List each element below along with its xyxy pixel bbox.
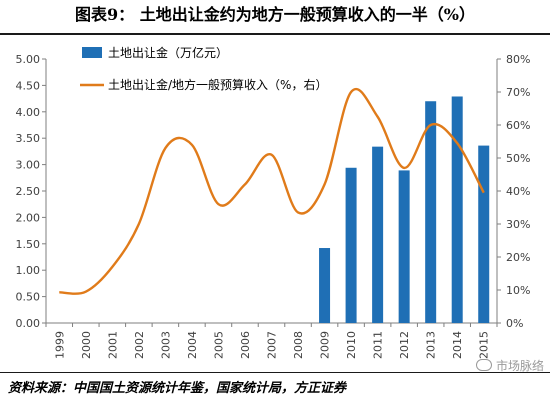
y-tick-label-left: 0.00 xyxy=(16,317,41,330)
legend-label-bar: 土地出让金（万亿元） xyxy=(108,45,228,60)
ratio-line xyxy=(59,88,485,295)
y-tick-label-left: 1.50 xyxy=(16,238,41,251)
watermark: 市场脉络 xyxy=(475,357,544,374)
x-tick-label: 2008 xyxy=(292,331,305,359)
x-tick-label: 2011 xyxy=(372,331,385,359)
x-tick-label: 2015 xyxy=(478,331,491,359)
y-tick-label-right: 0% xyxy=(506,317,523,330)
watermark-label: 市场脉络 xyxy=(495,359,544,373)
y-tick-label-right: 80% xyxy=(506,53,530,66)
y-tick-label-right: 50% xyxy=(506,152,530,165)
y-tick-label-left: 1.00 xyxy=(16,264,41,277)
y-tick-label-right: 60% xyxy=(506,119,530,132)
footer-divider xyxy=(0,372,550,373)
x-tick-label: 2005 xyxy=(212,331,225,359)
x-tick-label: 2000 xyxy=(80,331,93,359)
x-tick-label: 2010 xyxy=(345,331,358,359)
y-tick-label-left: 2.50 xyxy=(16,185,41,198)
bar xyxy=(425,101,437,324)
bar xyxy=(451,96,463,323)
x-tick-label: 2002 xyxy=(133,331,146,359)
source-note: 资料来源：中国国土资源统计年鉴，国家统计局，方正证券 xyxy=(8,381,347,396)
bar xyxy=(398,170,410,323)
bar xyxy=(478,145,490,323)
axes: 0.00 0.50 1.00 1.50 2.00 2.50 3.00 3.50 4.00 4.50… xyxy=(16,53,531,359)
legend-swatch-bar xyxy=(82,47,102,58)
y-tick-label-right: 40% xyxy=(506,185,530,198)
y-tick-label-left: 3.00 xyxy=(16,159,41,172)
y-tick-label-right: 70% xyxy=(506,86,530,99)
y-tick-label-left: 2.00 xyxy=(16,211,41,224)
x-tick-label: 2009 xyxy=(319,331,332,359)
line-series xyxy=(59,88,485,295)
bar xyxy=(372,146,384,323)
x-tick-label: 2004 xyxy=(186,331,199,359)
title-divider xyxy=(0,33,550,35)
bar xyxy=(319,248,331,323)
y-tick-label-left: 5.00 xyxy=(16,53,41,66)
y-tick-label-left: 4.00 xyxy=(16,106,41,119)
y-tick-label-right: 30% xyxy=(506,218,530,231)
bar-series xyxy=(319,96,490,324)
x-tick-label: 2012 xyxy=(398,331,411,359)
x-tick-label: 2001 xyxy=(106,331,119,359)
y-tick-label-right: 20% xyxy=(506,251,530,264)
bar xyxy=(345,167,357,323)
x-tick-label: 2003 xyxy=(159,331,172,359)
wechat-icon xyxy=(475,359,492,371)
y-tick-label-right: 10% xyxy=(506,284,530,297)
y-tick-label-left: 4.50 xyxy=(16,79,41,92)
x-tick-label: 2006 xyxy=(239,331,252,359)
legend-label-line: 土地出让金/地方一般预算收入（%，右） xyxy=(108,77,327,92)
y-tick-label-left: 3.50 xyxy=(16,132,41,145)
chart-title: 图表9： 土地出让金约为地方一般预算收入的一半（%） xyxy=(75,5,475,24)
x-tick-label: 2014 xyxy=(451,331,464,359)
y-tick-label-left: 0.50 xyxy=(16,291,41,304)
x-tick-label: 2007 xyxy=(266,331,279,359)
x-tick-label: 1999 xyxy=(53,331,66,359)
legend: 土地出让金（万亿元） 土地出让金/地方一般预算收入（%，右） xyxy=(80,45,327,92)
x-tick-label: 2013 xyxy=(425,331,438,359)
